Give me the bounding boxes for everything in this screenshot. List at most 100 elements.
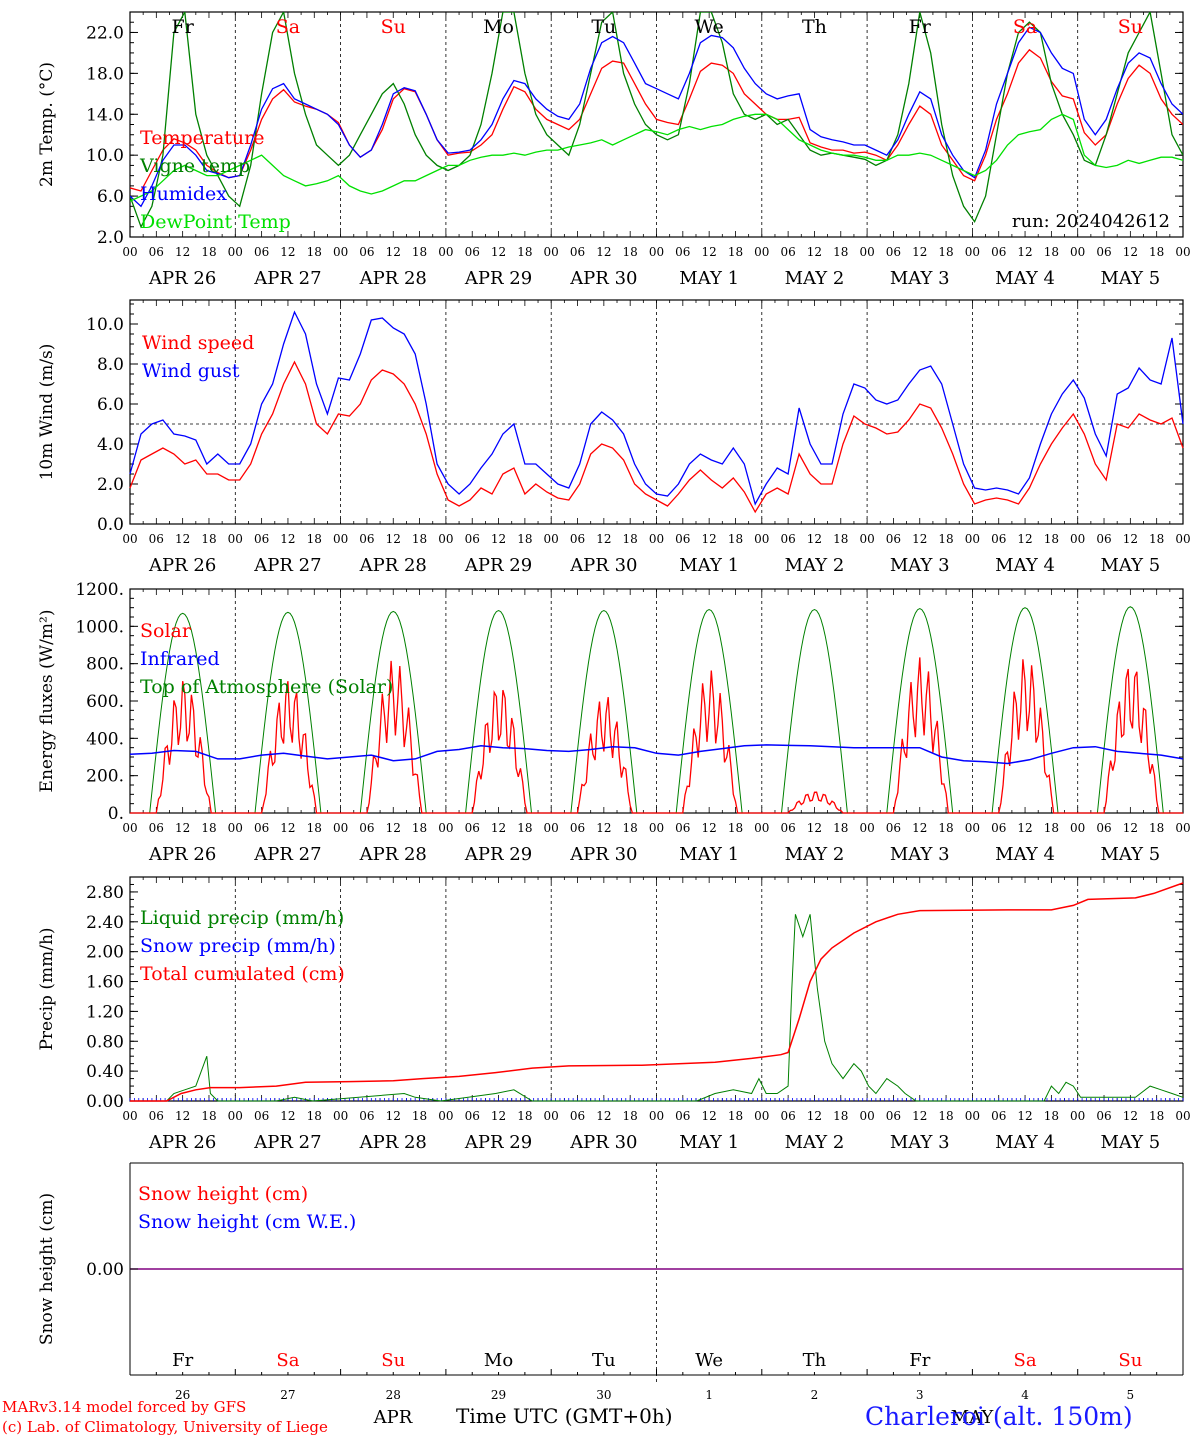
y-tick-label: 2.80 xyxy=(86,883,124,903)
day-number: 28 xyxy=(386,1388,401,1402)
plot-frame xyxy=(129,588,1184,814)
wind-panel: 00 06 12 18 APR 26 00 06 12 18 APR 27 00 06 12 18 APR … xyxy=(37,299,1191,576)
hour-tick-label: 18 xyxy=(517,245,532,259)
hour-tick-label: 06 xyxy=(780,532,795,546)
day-label: MAY 1 xyxy=(679,555,739,576)
hour-tick-label: 12 xyxy=(491,821,506,835)
day-label: MAY 2 xyxy=(785,268,845,289)
hour-tick-label: 12 xyxy=(1123,532,1138,546)
weekday-label: Fr xyxy=(172,1350,193,1371)
hour-tick-label: 18 xyxy=(833,821,848,835)
weekday-label: We xyxy=(695,16,724,38)
hour-tick-label: 06 xyxy=(254,821,269,835)
legend-entry: Snow precip (mm/h) xyxy=(140,935,336,957)
hour-tick-label: 18 xyxy=(517,532,532,546)
legend-entry: Total cumulated (cm) xyxy=(140,963,345,985)
legend-entry: Solar xyxy=(140,620,192,642)
day-label: APR 29 xyxy=(464,555,532,576)
weekday-label: Fr xyxy=(909,1350,930,1371)
hour-tick-label: 12 xyxy=(280,532,295,546)
hour-tick-label: 06 xyxy=(570,532,585,546)
hour-tick-label: 12 xyxy=(807,245,822,259)
hour-tick-label: 12 xyxy=(491,1109,506,1123)
hour-tick-label: 00 xyxy=(754,245,769,259)
hour-tick-label: 00 xyxy=(754,821,769,835)
hour-tick-label: 06 xyxy=(359,821,374,835)
day-label: MAY 3 xyxy=(890,268,950,289)
day-label: MAY 3 xyxy=(890,844,950,865)
y-tick-label: 0.00 xyxy=(86,1092,124,1112)
day-number: 3 xyxy=(916,1388,924,1402)
hour-tick-label: 18 xyxy=(201,532,216,546)
hour-tick-label: 18 xyxy=(412,532,427,546)
y-tick-label: 1200. xyxy=(75,580,124,600)
day-label: MAY 4 xyxy=(995,844,1055,865)
hour-tick-label: 18 xyxy=(1149,245,1164,259)
hour-tick-label: 18 xyxy=(728,1109,743,1123)
day-label: MAY 3 xyxy=(890,1132,950,1153)
hour-tick-label: 00 xyxy=(438,532,453,546)
temperature-panel: 00 06 12 18 APR 26 00 06 12 18 APR 27 00 06 12 18 APR … xyxy=(37,11,1191,289)
hour-tick-label: 12 xyxy=(702,532,717,546)
legend-entry: DewPoint Temp xyxy=(140,211,291,233)
legend-entry: Wind gust xyxy=(142,360,240,382)
y-tick-label: 18.0 xyxy=(86,64,124,84)
hour-tick-label: 00 xyxy=(544,532,559,546)
hour-tick-label: 06 xyxy=(465,821,480,835)
hour-tick-label: 06 xyxy=(149,245,164,259)
hour-tick-label: 06 xyxy=(254,1109,269,1123)
day-label: APR 26 xyxy=(148,555,216,576)
hour-tick-label: 18 xyxy=(833,1109,848,1123)
hour-tick-label: 12 xyxy=(386,821,401,835)
hour-tick-label: 06 xyxy=(149,1109,164,1123)
hour-tick-label: 06 xyxy=(886,821,901,835)
hour-tick-label: 12 xyxy=(1123,821,1138,835)
hour-tick-label: 06 xyxy=(465,532,480,546)
day-label: MAY 5 xyxy=(1100,268,1160,289)
day-label: APR 29 xyxy=(464,1132,532,1153)
weekday-label: Su xyxy=(381,1350,405,1371)
hour-tick-label: 18 xyxy=(1044,1109,1059,1123)
hour-tick-label: 00 xyxy=(333,821,348,835)
plot-frame xyxy=(129,299,1184,525)
hour-tick-label: 00 xyxy=(1175,1109,1190,1123)
hour-tick-label: 00 xyxy=(438,1109,453,1123)
hour-tick-label: 12 xyxy=(702,1109,717,1123)
hour-tick-label: 00 xyxy=(965,245,980,259)
hour-tick-label: 00 xyxy=(122,1109,137,1123)
series-line-humidex xyxy=(130,26,1183,208)
hour-tick-label: 12 xyxy=(912,821,927,835)
weekday-label: Mo xyxy=(484,1350,513,1371)
hour-tick-label: 06 xyxy=(991,821,1006,835)
legend-entry: Humidex xyxy=(140,183,227,205)
weekday-label: Th xyxy=(802,16,827,38)
legend-entry: Vigne temp xyxy=(139,155,250,177)
hour-tick-label: 18 xyxy=(307,821,322,835)
hour-tick-label: 00 xyxy=(228,821,243,835)
y-tick-label: 2.00 xyxy=(86,943,124,963)
series-line-dewpoint-temp xyxy=(130,113,1183,202)
y-tick-label: 14.0 xyxy=(86,105,124,125)
y-tick-label: 800. xyxy=(86,655,124,675)
hour-tick-label: 12 xyxy=(280,1109,295,1123)
hour-tick-label: 18 xyxy=(201,1109,216,1123)
hour-tick-label: 12 xyxy=(807,821,822,835)
hour-tick-label: 12 xyxy=(386,532,401,546)
day-label: MAY 5 xyxy=(1100,555,1160,576)
legend-entry: Temperature xyxy=(140,127,264,149)
hour-tick-label: 06 xyxy=(254,532,269,546)
y-axis-title: Energy fluxes (W/m²) xyxy=(37,610,57,793)
y-tick-label: 2.0 xyxy=(97,228,124,248)
day-number: 2 xyxy=(811,1388,819,1402)
day-label: APR 30 xyxy=(569,844,637,865)
day-label: APR 26 xyxy=(148,1132,216,1153)
hour-tick-label: 06 xyxy=(570,1109,585,1123)
hour-tick-label: 18 xyxy=(412,245,427,259)
hour-tick-label: 18 xyxy=(307,532,322,546)
hour-tick-label: 06 xyxy=(780,1109,795,1123)
hour-tick-label: 18 xyxy=(1044,245,1059,259)
y-axis-title: Snow height (cm) xyxy=(37,1193,57,1345)
hour-tick-label: 06 xyxy=(886,532,901,546)
hour-tick-label: 06 xyxy=(991,1109,1006,1123)
